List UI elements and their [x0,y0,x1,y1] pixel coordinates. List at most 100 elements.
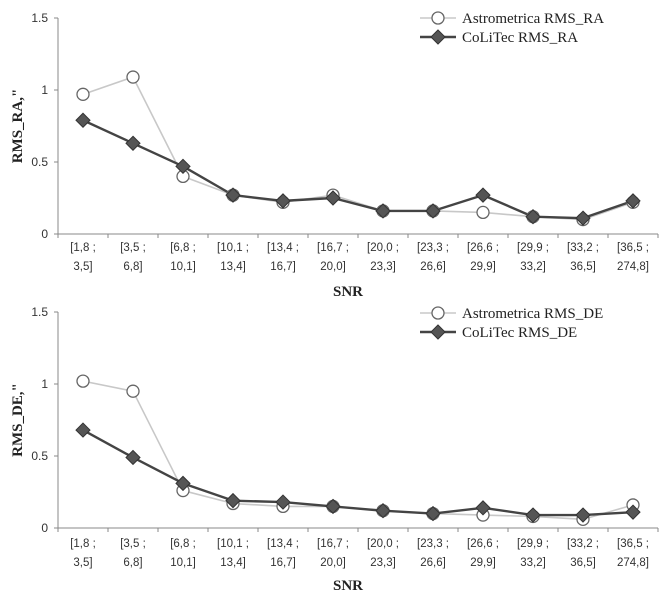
series-line-2 [82,119,634,220]
y-axis-label: RMS_RA," [10,89,26,164]
x-tick-label: 16,7] [270,261,296,273]
legend-marker-circle [431,306,445,320]
x-tick-label: 6,8] [123,557,142,569]
y-tick-label: 0 [41,227,48,241]
y-tick-label: 1.5 [31,305,48,319]
x-axis-label: SNR [333,578,363,594]
series-line-1 [82,380,634,521]
data-point-diamond [375,503,391,519]
data-point-diamond [275,193,291,209]
x-tick-label: [16,7 ; [317,242,349,254]
x-tick-label: 23,3] [370,261,396,273]
x-tick-label: 6,8] [123,261,142,273]
x-tick-label: [3,5 ; [120,538,146,550]
data-point-circle [126,70,140,84]
data-point-diamond [475,500,491,516]
x-tick-label: [33,2 ; [567,242,599,254]
data-point-diamond [575,507,591,523]
data-point-diamond [325,190,341,206]
x-tick-label: 36,5] [570,261,596,273]
x-tick-label: 13,4] [220,557,246,569]
data-point-circle [126,384,140,398]
x-tick-label: 20,0] [320,261,346,273]
data-point-diamond [175,158,191,175]
x-tick-label: [6,8 ; [170,538,196,550]
data-point-diamond [225,492,241,509]
y-tick-label: 1.5 [31,11,48,25]
chart-panel-1: 0 0.5 1 1.5 [1,8 ; 3,5] [3,5 ; 6,8] [6,8 ; 10,1] [… [10,11,659,300]
y-axis-label: RMS_DE," [10,383,26,457]
x-tick-label: 33,2] [520,261,546,273]
x-tick-label: 3,5] [73,557,92,569]
data-point-diamond [75,112,91,128]
y-tick-label: 1 [41,377,48,391]
x-tick-label: [26,6 ; [467,242,499,254]
x-tick-label: [1,8 ; [70,538,96,550]
legend-marker-diamond [430,324,446,340]
x-tick-label: 3,5] [73,261,92,273]
x-tick-label: [29,9 ; [517,538,549,550]
data-point-diamond [625,504,641,520]
data-point-diamond [575,210,591,226]
x-axis-label: SNR [333,284,363,300]
x-tick-label: 10,1] [170,261,196,273]
x-tick-label: 274,8] [617,557,649,569]
x-tick-label: [20,0 ; [367,242,399,254]
x-tick-label: [36,5 ; [617,538,649,550]
data-point-diamond [425,505,441,522]
x-tick-label: 13,4] [220,261,246,273]
x-tick-label: 20,0] [320,557,346,569]
y-tick-label: 0 [41,521,48,535]
data-point-diamond [325,498,341,515]
data-point-diamond [225,187,241,203]
x-tick-label: 29,9] [470,557,496,569]
data-point-diamond [175,475,191,492]
x-tick-label: 274,8] [617,261,649,273]
data-point-diamond [475,187,491,203]
data-point-diamond [125,449,141,466]
x-tick-label: [10,1 ; [217,242,249,254]
data-point-diamond [525,209,541,225]
data-point-circle [476,205,490,220]
x-tick-label: [1,8 ; [70,242,96,254]
x-tick-label: [13,4 ; [267,538,299,550]
data-point-circle [76,374,90,388]
legend-marker-diamond [430,29,446,45]
chart-panel-2: 0 0.5 1 1.5 [1,8 ; 3,5] [3,5 ; 6,8] [6,8 ; 10,1] [… [10,305,659,594]
y-tick-label: 0.5 [31,449,48,463]
data-point-diamond [525,507,541,523]
data-point-circle [76,87,90,101]
x-tick-label: [36,5 ; [617,242,649,254]
x-tick-label: [26,6 ; [467,538,499,550]
data-point-diamond [75,422,91,438]
x-tick-label: [23,3 ; [417,242,449,254]
x-tick-label: [3,5 ; [120,242,146,254]
series-line-1 [82,76,634,221]
x-tick-label: 16,7] [270,557,296,569]
x-tick-label: 29,9] [470,261,496,273]
x-tick-label: [16,7 ; [317,538,349,550]
x-tick-label: [29,9 ; [517,242,549,254]
x-tick-label: 26,6] [420,261,446,273]
legend-marker-circle [431,11,445,25]
legend-label-1: Astrometrica RMS_RA [462,11,604,27]
series-line-2 [82,429,634,517]
data-point-diamond [125,135,141,151]
y-tick-label: 1 [41,83,48,97]
data-point-diamond [275,494,291,510]
x-tick-label: [23,3 ; [417,538,449,550]
x-tick-label: 26,6] [420,557,446,569]
x-tick-label: 33,2] [520,557,546,569]
data-point-diamond [625,193,641,209]
x-tick-label: 23,3] [370,557,396,569]
x-tick-label: [33,2 ; [567,538,599,550]
x-tick-label: [6,8 ; [170,242,196,254]
x-tick-label: [10,1 ; [217,538,249,550]
x-tick-label: 36,5] [570,557,596,569]
x-tick-label: 10,1] [170,557,196,569]
y-tick-label: 0.5 [31,155,48,169]
data-point-diamond [425,203,441,219]
data-point-diamond [375,203,391,219]
